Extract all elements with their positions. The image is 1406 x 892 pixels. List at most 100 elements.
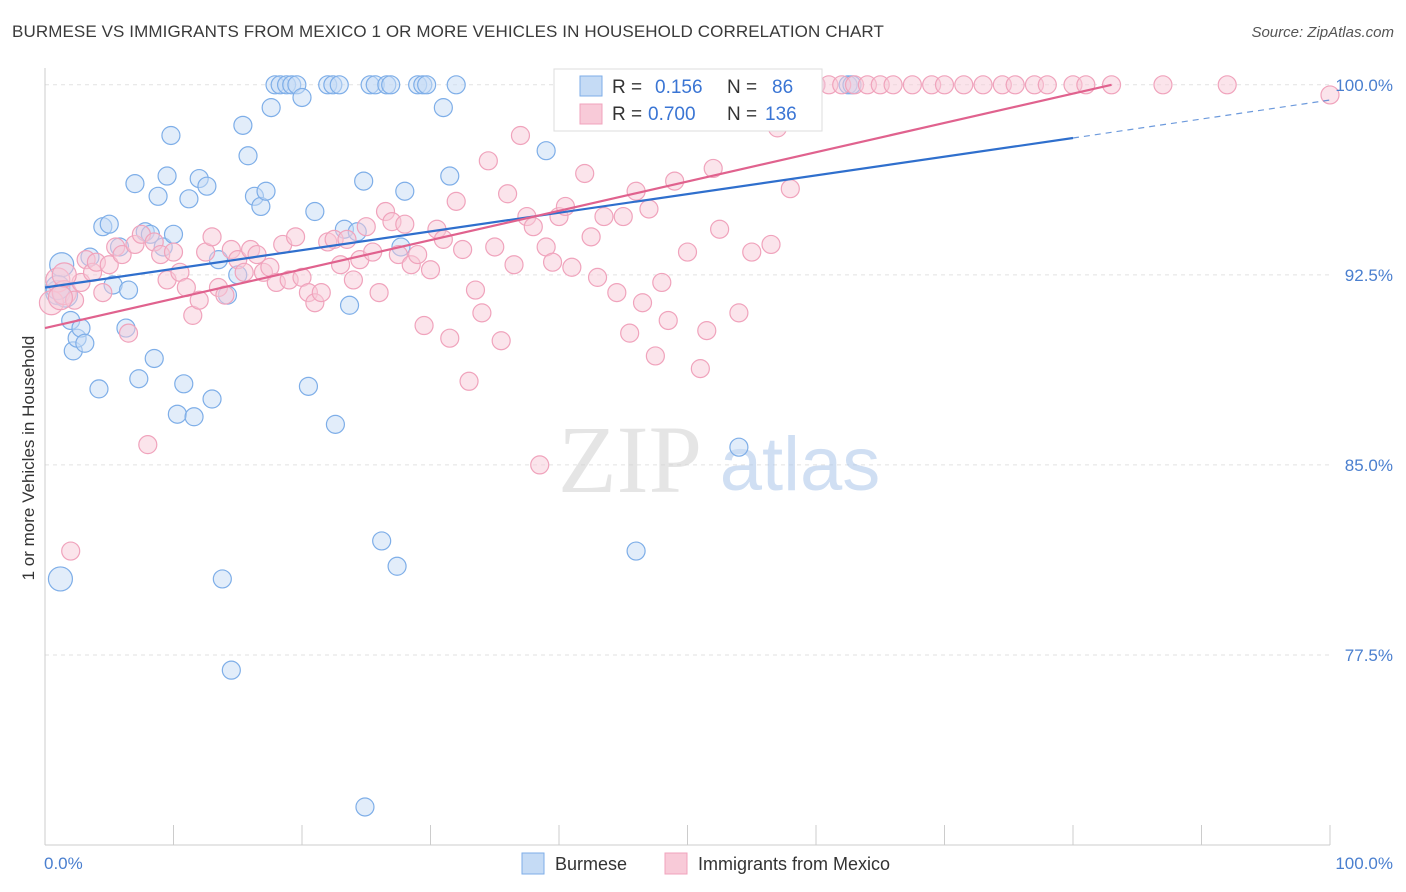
point-s1-39 [285,227,306,247]
point-s1-74 [510,125,531,146]
point-s1-96 [658,310,678,331]
point-s1-105 [742,242,762,262]
point-s0-54 [325,414,346,434]
point-s1-79 [542,252,563,272]
point-s1-9 [93,282,113,303]
axes [44,68,1331,846]
point-s1-56 [395,214,415,234]
point-s1-119 [902,75,922,95]
legend-swatch-mexico [579,103,603,125]
point-s1-76 [523,217,543,237]
legend-swatch-burmese [579,75,603,97]
point-s0-23 [157,166,177,186]
point-s0-58 [354,171,374,191]
point-s1-72 [498,184,518,204]
point-s1-109 [780,179,800,199]
point-s1-83 [575,163,595,184]
watermark-atlas: atlas [720,422,881,507]
point-s0-16 [125,174,145,194]
point-s1-55 [388,244,408,265]
point-s1-97 [665,171,685,191]
point-s1-92 [632,293,653,313]
y-tick-label-1: 92.5% [1345,266,1393,285]
point-s1-100 [697,321,717,341]
y-tick-labels: 100.0% 92.5% 85.0% 77.5% [1335,76,1393,665]
point-s1-88 [607,282,627,303]
chart-title: BURMESE VS IMMIGRANTS FROM MEXICO 1 OR M… [12,22,884,41]
point-s0-62 [372,531,392,551]
point-s0-77 [729,437,749,457]
point-s1-67 [465,280,486,300]
point-s0-17 [129,369,149,389]
point-s1-135 [51,262,77,288]
point-s1-131 [1153,75,1173,95]
point-s1-69 [478,151,498,171]
point-s1-48 [343,270,363,290]
point-s1-60 [420,260,441,280]
point-s0-73 [446,75,466,95]
point-s1-122 [954,75,974,95]
point-s1-68 [472,303,492,323]
point-s1-99 [690,359,710,379]
legend-bottom-swatch-mexico [664,852,688,875]
point-s1-93 [639,199,659,219]
point-s1-121 [934,75,955,95]
x-tick-label-right: 100.0% [1335,854,1393,873]
point-s0-20 [144,348,164,369]
y-axis-title: 1 or more Vehicles in Household [19,336,38,581]
point-s0-11 [99,214,119,234]
point-s0-9 [89,379,109,399]
gridlines [45,84,1330,656]
point-s0-56 [339,295,360,315]
point-s1-10 [99,255,119,275]
point-s1-73 [504,255,524,275]
legend-r-value-burmese: 0.156 [655,77,703,98]
point-s1-133 [1320,85,1340,105]
point-s1-134 [47,285,74,311]
point-s0-35 [221,660,241,680]
point-s1-84 [581,227,601,247]
chart-source: Source: ZipAtlas.com [1251,24,1394,41]
watermark-zip: ZIP [558,406,702,513]
legend-series: Burmese Immigrants from Mexico [521,852,890,875]
trend-line-1 [44,83,1112,330]
point-s1-31 [234,262,254,282]
point-s1-82 [562,257,582,277]
point-s1-24 [189,290,209,310]
point-s1-50 [356,217,376,237]
point-s1-20 [163,242,184,262]
trend-line-extension-0 [1072,99,1331,139]
point-s1-70 [485,237,505,257]
legend-n-value-mexico: 136 [765,104,797,125]
y-tick-label-2: 85.0% [1345,456,1393,475]
point-s1-98 [677,242,698,262]
point-s1-3 [61,541,81,561]
point-s1-47 [337,229,357,249]
point-s1-94 [645,346,665,366]
point-s0-25 [167,404,187,424]
point-s1-125 [1005,75,1025,95]
legend-r-label-2: R = [612,104,642,125]
legend-r-label-1: R = [612,77,642,98]
point-s0-15 [118,280,139,300]
point-s1-59 [414,315,434,336]
point-s0-48 [292,87,312,108]
point-s0-7 [75,333,95,353]
point-s0-49 [298,376,319,396]
point-s0-70 [417,75,437,95]
point-s1-95 [652,272,672,293]
point-s1-16 [138,435,158,455]
point-s1-65 [453,239,473,260]
point-s0-72 [440,166,460,186]
y-tick-label-3: 77.5% [1345,646,1393,665]
legend-n-label-1: N = [727,77,757,98]
point-s1-77 [530,455,550,475]
point-s0-67 [395,181,415,201]
point-s0-27 [179,189,199,209]
legend-bottom-label-mexico: Immigrants from Mexico [698,854,890,874]
point-s0-81 [47,566,74,592]
point-s0-74 [536,141,556,161]
point-s0-33 [212,569,232,589]
point-s1-26 [202,227,222,247]
legend-bottom-swatch-burmese [521,852,545,875]
